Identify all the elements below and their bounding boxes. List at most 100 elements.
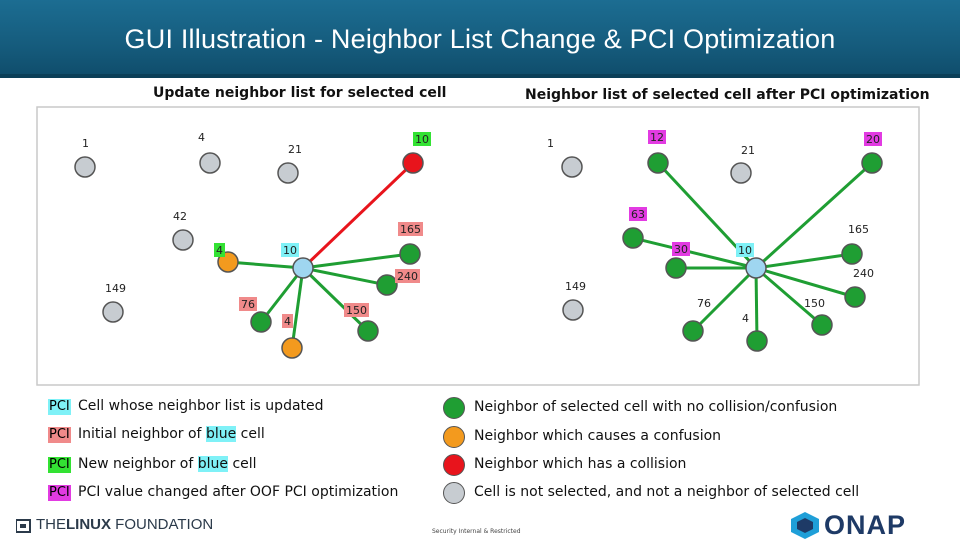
legend-text-green: Neighbor of selected cell with no collis… [474,399,838,415]
left-cell-label-149: 149 [105,282,126,295]
left-cell-240[interactable] [376,274,398,296]
legend-text-gray: Cell is not selected, and not a neighbor… [474,484,860,500]
right-cell-label-30: 30 [674,243,688,256]
right-panel-title: Neighbor list of selected cell after PCI… [525,87,930,103]
left-cell-label-4bot: 4 [284,315,291,328]
legend-dot-red [443,454,465,476]
page-title: GUI Illustration - Neighbor List Change … [124,24,836,54]
legend-text-red: Neighbor which has a collision [474,456,687,472]
left-panel-title: Update neighbor list for selected cell [153,85,447,101]
right-cell-label-10sel: 10 [738,244,752,257]
right-cell-4[interactable] [746,330,768,352]
left-pci-tag-150 [344,303,369,317]
left-cell-165[interactable] [399,243,421,265]
legend-text-green: New neighbor of blue cell [78,456,257,472]
right-cell-label-21: 21 [741,144,755,157]
right-cell-10sel[interactable] [745,257,767,279]
left-cell-label-10top: 10 [415,133,429,146]
header-divider [0,74,960,78]
right-cell-149[interactable] [562,299,584,321]
left-cell-label-4mid: 4 [216,244,223,257]
right-cell-76[interactable] [682,320,704,342]
legend-dot-gray [443,482,465,504]
right-cell-label-76: 76 [697,297,711,310]
onap-logo-text: ONAP [824,510,907,540]
right-cell-240[interactable] [844,286,866,308]
left-edge-10sel-4bot [290,267,305,349]
right-edge-10sel-63 [632,236,757,270]
left-edge-10sel-4mid [227,260,304,270]
right-cell-20[interactable] [861,152,883,174]
right-cell-label-240: 240 [853,267,874,280]
left-cell-150[interactable] [357,320,379,342]
left-cell-4a[interactable] [199,152,221,174]
left-cell-label-42: 42 [173,210,187,223]
right-cell-1[interactable] [561,156,583,178]
left-edge-10sel-240 [302,266,388,287]
right-edge-10sel-76 [691,266,758,333]
left-pci-tag-10top [413,132,431,146]
left-cell-label-1: 1 [82,137,89,150]
right-cell-165[interactable] [841,243,863,265]
right-cell-30[interactable] [665,257,687,279]
left-cell-label-10sel: 10 [283,244,297,257]
left-cell-label-21: 21 [288,143,302,156]
left-cell-label-150: 150 [346,304,367,317]
right-edge-10sel-150 [755,266,823,327]
right-pci-tag-30 [672,242,690,256]
right-edge-10sel-4 [754,267,759,342]
classification-label: Security Internal & Restricted [432,528,521,535]
legend-text-magenta: PCI value changed after OOF PCI optimiza… [78,484,399,500]
left-cell-10top[interactable] [402,152,424,174]
right-cell-label-149: 149 [565,280,586,293]
legend-text-orange: Neighbor which causes a confusion [474,428,722,444]
right-edge-10sel-240 [755,266,856,299]
legend-text-blue: Cell whose neighbor list is updated [78,398,324,414]
right-pci-tag-63 [629,207,647,221]
left-cell-label-76: 76 [241,298,255,311]
left-cell-label-4a: 4 [198,131,205,144]
right-cell-12[interactable] [647,152,669,174]
left-cell-10sel[interactable] [292,257,314,279]
legend-dot-green [443,397,465,419]
left-cell-1[interactable] [74,156,96,178]
left-cell-76[interactable] [250,311,272,333]
legend-dot-orange [443,426,465,448]
legend-pci-tag-red: PCI [48,427,71,443]
left-edge-10sel-10top [301,161,415,270]
left-pci-tag-10sel [281,243,299,257]
onap-logo-icon [791,512,819,539]
linux-foundation-mark-icon [16,519,31,533]
right-cell-label-12: 12 [650,131,664,144]
legend-pci-tag-blue: PCI [48,399,71,415]
right-pci-tag-20 [864,132,882,146]
left-pci-tag-165 [398,222,423,236]
left-cell-149[interactable] [102,301,124,323]
right-cell-label-4: 4 [742,312,749,325]
legend-pci-tag-green: PCI [48,457,71,473]
left-pci-tag-76 [239,297,257,311]
legend-pci-tag-magenta: PCI [48,485,71,501]
left-pci-tag-4bot [282,314,293,328]
right-edge-10sel-165 [755,252,853,270]
right-cell-label-150: 150 [804,297,825,310]
header-banner [0,0,960,78]
left-cell-label-240: 240 [397,270,418,283]
right-cell-150[interactable] [811,314,833,336]
left-pci-tag-4mid [214,243,225,257]
right-cell-label-1: 1 [547,137,554,150]
left-cell-42[interactable] [172,229,194,251]
right-cell-21[interactable] [730,162,752,184]
linux-foundation-logo: THELINUX FOUNDATION [36,516,214,533]
left-cell-label-165: 165 [400,223,421,236]
right-cell-label-63: 63 [631,208,645,221]
left-edge-10sel-76 [259,267,305,323]
left-cell-4bot[interactable] [281,337,303,359]
right-cell-63[interactable] [622,227,644,249]
left-cell-21[interactable] [277,162,299,184]
right-pci-tag-12 [648,130,666,144]
legend-text-red: Initial neighbor of blue cell [78,426,265,442]
left-pci-tag-240 [395,269,420,283]
right-edge-10sel-20 [754,161,874,270]
